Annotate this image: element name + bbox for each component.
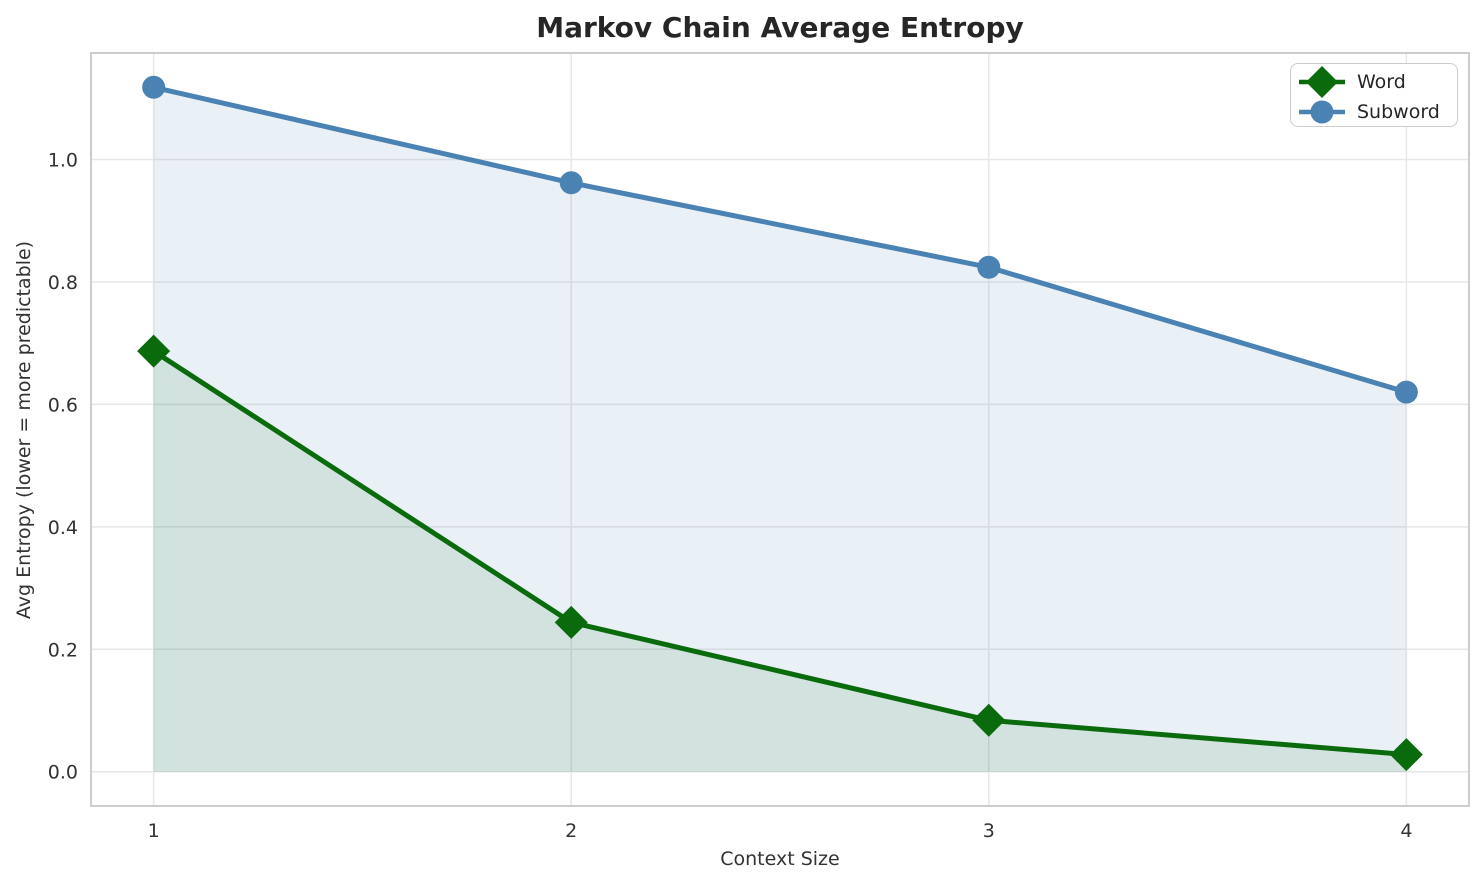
marker-subword-x2 bbox=[559, 171, 583, 195]
x-tick-label-4: 4 bbox=[1400, 820, 1412, 842]
y-tick-label-0.4: 0.4 bbox=[48, 517, 78, 539]
marker-subword-x3 bbox=[977, 255, 1001, 279]
y-tick-label-0.6: 0.6 bbox=[48, 394, 78, 416]
axes-frame bbox=[90, 52, 1470, 807]
marker-word-x1 bbox=[137, 334, 171, 368]
y-tick-label-0.0: 0.0 bbox=[48, 762, 78, 784]
chart-title: Markov Chain Average Entropy bbox=[536, 11, 1024, 44]
marker-word-x2 bbox=[554, 605, 588, 639]
legend-label-subword: Subword bbox=[1357, 100, 1440, 123]
y-tick-label-1.0: 1.0 bbox=[48, 150, 78, 172]
series-line-word bbox=[151, 348, 1409, 758]
marker-subword-x1 bbox=[142, 75, 166, 99]
legend-item-word: Word bbox=[1297, 66, 1449, 98]
series-line-subword bbox=[151, 84, 1409, 395]
marker-word-x4 bbox=[1389, 738, 1423, 772]
y-tick-label-0.8: 0.8 bbox=[48, 272, 78, 294]
y-axis-label: Avg Entropy (lower = more predictable) bbox=[13, 240, 35, 620]
circle-marker-icon bbox=[1299, 100, 1345, 124]
area-fill-word bbox=[153, 351, 1407, 772]
area-fill-subword bbox=[153, 87, 1407, 772]
y-tick-label-0.2: 0.2 bbox=[48, 639, 78, 661]
marker-subword-x4 bbox=[1394, 380, 1418, 404]
x-tick-label-1: 1 bbox=[148, 820, 160, 842]
diamond-marker-icon bbox=[1299, 66, 1345, 98]
x-axis-label: Context Size bbox=[720, 848, 840, 870]
legend-item-subword: Subword bbox=[1297, 97, 1449, 127]
x-tick-label-3: 3 bbox=[983, 820, 995, 842]
marker-word-x3 bbox=[972, 703, 1006, 737]
legend-label-word: Word bbox=[1357, 70, 1406, 93]
legend: Word Subword bbox=[1290, 63, 1458, 127]
x-tick-label-2: 2 bbox=[565, 820, 577, 842]
